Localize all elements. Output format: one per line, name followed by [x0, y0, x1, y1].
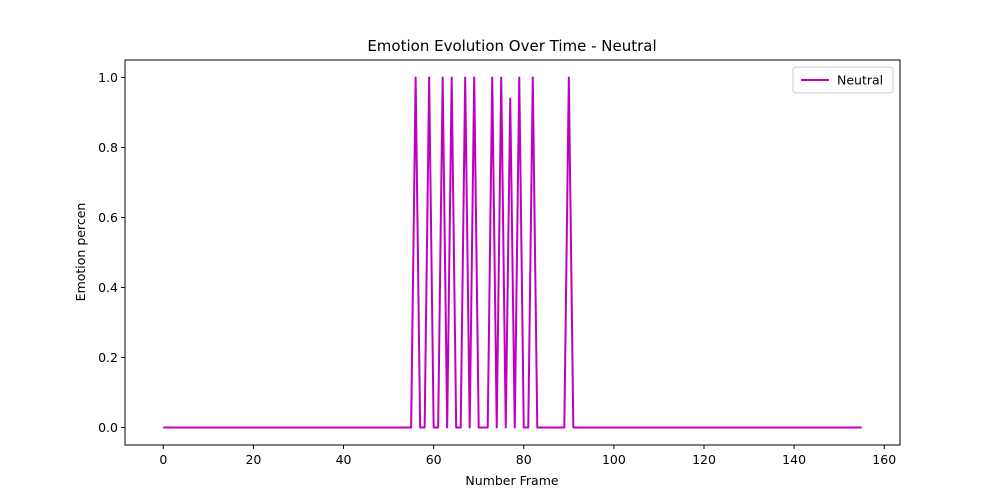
y-axis-label: Emotion percen — [73, 203, 88, 302]
x-tick-label: 60 — [426, 452, 442, 467]
y-axis-ticks: 0.0 0.2 0.4 0.6 0.8 1.0 — [98, 70, 125, 435]
plot-frame — [124, 59, 901, 446]
x-tick-label: 120 — [692, 452, 716, 467]
y-tick-label: 0.6 — [98, 210, 118, 225]
series-line-neutral — [163, 76, 862, 429]
x-tick-label: 160 — [872, 452, 896, 467]
x-axis-label: Number Frame — [465, 473, 558, 488]
y-tick-label: 0.4 — [98, 280, 118, 295]
x-tick-label: 140 — [782, 452, 806, 467]
y-tick-label: 0.0 — [98, 420, 118, 435]
y-tick-label: 0.2 — [98, 350, 118, 365]
x-tick-label: 40 — [336, 452, 352, 467]
x-tick-label: 100 — [602, 452, 626, 467]
x-tick-label: 20 — [245, 452, 261, 467]
y-tick-label: 0.8 — [98, 140, 118, 155]
y-tick-label: 1.0 — [98, 70, 118, 85]
legend-box — [792, 66, 894, 94]
x-axis-ticks: 0 20 40 60 80 100 120 140 160 — [159, 445, 896, 467]
x-tick-label: 80 — [516, 452, 532, 467]
legend: Neutral — [792, 66, 894, 94]
plot-area — [124, 59, 901, 446]
legend-label-neutral: Neutral — [837, 73, 883, 88]
chart-title: Emotion Evolution Over Time - Neutral — [367, 37, 656, 55]
x-tick-label: 0 — [159, 452, 167, 467]
